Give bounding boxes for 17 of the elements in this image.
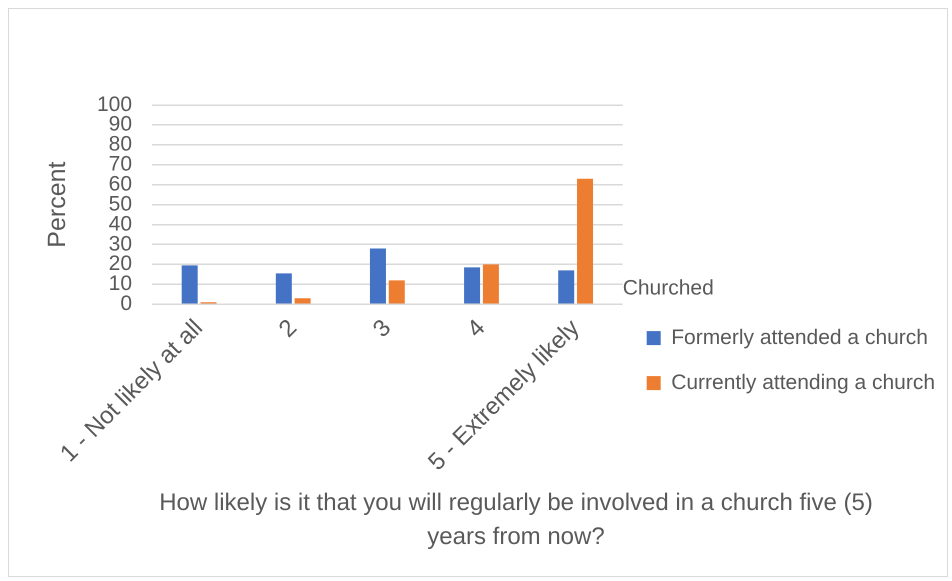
x-axis-title: How likely is it that you will regularly be involved in a church five (5) years from now? bbox=[158, 488, 874, 552]
x-tick-label: 2 bbox=[274, 314, 302, 343]
legend-title: Churched bbox=[622, 276, 714, 300]
bar bbox=[276, 273, 292, 304]
bar bbox=[577, 178, 594, 304]
bar bbox=[370, 248, 386, 304]
bar bbox=[182, 265, 198, 304]
legend-label: Currently attending a church bbox=[671, 370, 935, 394]
x-tick-label: 3 bbox=[368, 314, 396, 343]
bar bbox=[464, 267, 480, 304]
x-tick-label: 4 bbox=[462, 314, 490, 343]
bar bbox=[294, 298, 311, 304]
bar bbox=[482, 264, 499, 304]
legend-label: Formerly attended a church bbox=[671, 326, 928, 349]
bar bbox=[388, 280, 405, 304]
y-axis-title: Percent bbox=[42, 161, 71, 248]
bar bbox=[558, 270, 574, 304]
